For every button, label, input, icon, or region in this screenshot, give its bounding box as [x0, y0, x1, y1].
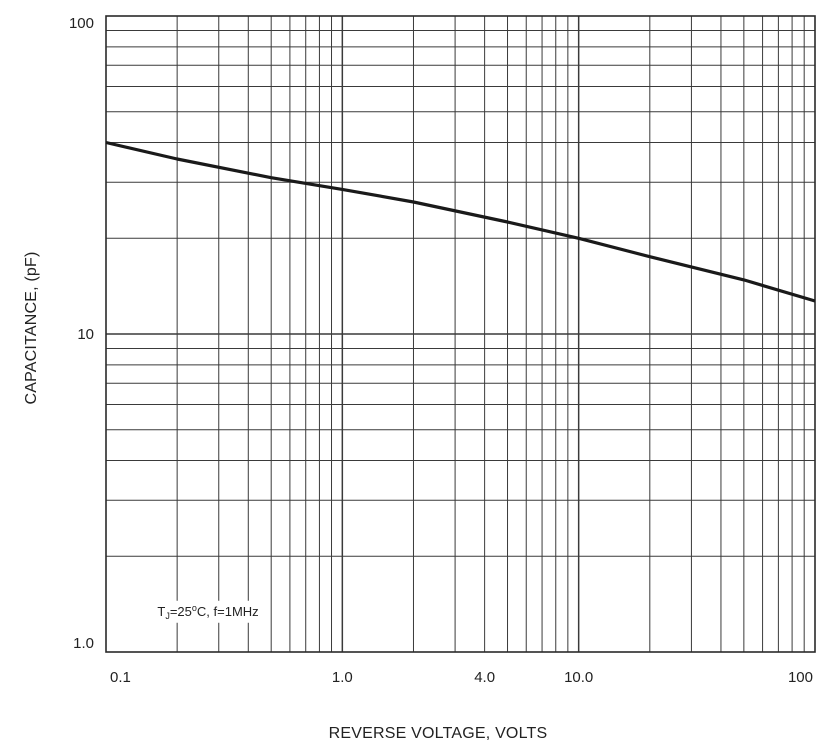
- series-layer: [105, 140, 816, 303]
- x-tick-labels: 0.1 1.0 4.0 10.0 100: [110, 669, 813, 686]
- x-tick-label: 100: [788, 669, 813, 686]
- y-axis-label: CAPACITANCE, (pF): [23, 251, 40, 404]
- x-tick-label: 1.0: [332, 669, 353, 686]
- annotation-background: [153, 600, 263, 623]
- capacitance-curve: [105, 140, 816, 303]
- y-tick-label: 10: [77, 326, 94, 343]
- annotation-prefix: T: [157, 604, 165, 619]
- test-condition-annotation: TJ=25oC, f=1MHz: [157, 603, 258, 621]
- annotation-suffix: C, f=1MHz: [197, 604, 259, 619]
- y-tick-labels: 1.0 10 100: [69, 15, 94, 652]
- y-tick-label: 1.0: [73, 635, 94, 652]
- y-tick-label: 100: [69, 15, 94, 32]
- x-tick-label: 4.0: [474, 669, 495, 686]
- plot-frame: [105, 15, 816, 653]
- annotation-subscript: J: [165, 611, 170, 621]
- x-tick-label: 10.0: [564, 669, 593, 686]
- annotation-superscript: o: [192, 603, 197, 613]
- x-tick-label: 0.1: [110, 669, 131, 686]
- annotation-mid: =25: [170, 604, 192, 619]
- x-axis-label: REVERSE VOLTAGE, VOLTS: [329, 725, 548, 741]
- grid: [106, 16, 815, 652]
